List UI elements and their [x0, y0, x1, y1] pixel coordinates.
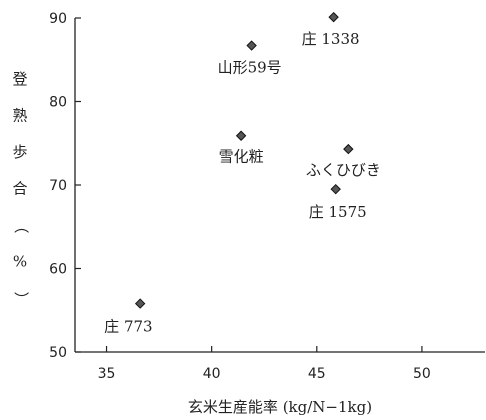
data-point	[343, 143, 354, 155]
y-axis-label-char: （	[12, 218, 30, 233]
point-label: 庄 773	[104, 318, 152, 336]
y-axis-label-char: 熟	[12, 107, 27, 125]
x-tick-label: 35	[98, 366, 116, 382]
x-axis-label: 玄米生産能率 (kg/N−1kg)	[188, 398, 372, 416]
x-tick-label: 50	[413, 366, 431, 382]
point-label: ふくひびき	[306, 161, 381, 179]
y-axis-label-char: 歩	[12, 143, 27, 161]
data-point	[328, 11, 339, 23]
data-point	[330, 183, 341, 195]
point-label: 山形59号	[218, 59, 282, 77]
y-axis-label-char: ）	[12, 291, 30, 306]
y-tick-label: 50	[49, 345, 67, 361]
y-tick-label: 70	[49, 178, 67, 194]
y-tick-label: 80	[49, 95, 67, 111]
y-tick-label: 90	[49, 11, 67, 27]
x-tick-label: 45	[308, 366, 326, 382]
point-label: 庄 1338	[302, 30, 360, 48]
point-label: 庄 1575	[309, 203, 367, 221]
x-tick-label: 40	[203, 366, 221, 382]
data-point	[235, 130, 247, 141]
y-axis-label-char: 登	[12, 70, 27, 88]
y-tick-label: 60	[49, 262, 67, 278]
y-axis-label-char: 合	[12, 180, 27, 198]
ticks: 35 40 45 50 50 60 70 80 90	[49, 11, 431, 382]
data-point	[246, 40, 257, 51]
y-axis-label-char: %	[13, 253, 27, 271]
point-label: 雪化粧	[219, 148, 264, 166]
data-point	[134, 298, 146, 309]
